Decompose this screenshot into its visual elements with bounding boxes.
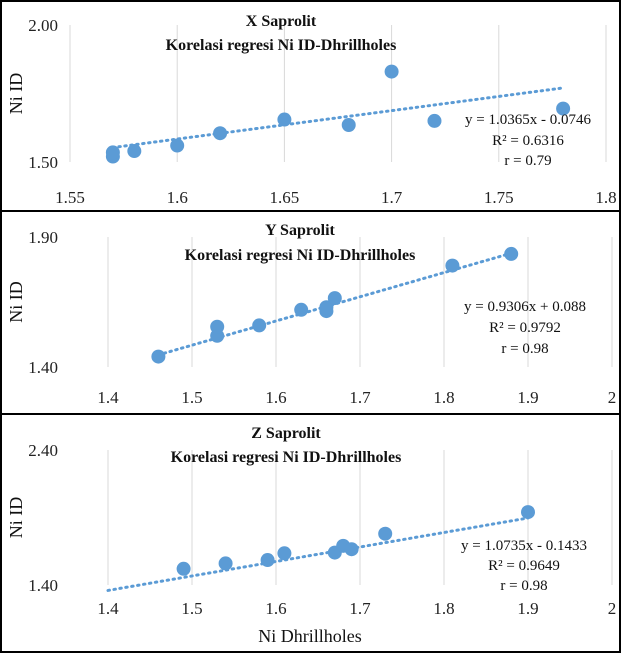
chart-subtitle: Korelasi regresi Ni ID-Dhrillholes (166, 37, 397, 54)
x-tick-label: 1.65 (270, 188, 300, 207)
data-point (277, 112, 292, 127)
chart-panel: 1.4 1.5 1.6 1.7 1.8 1.9 2 1.40 2.40 Ni ID Ni Dhril… (0, 413, 621, 653)
chart-title: Z Saprolit (251, 425, 321, 442)
y-tick-label: 1.40 (28, 358, 58, 377)
chart-panel: 1.55 1.6 1.65 1.7 1.75 1.8 1.50 2.00 Ni ID X Sapr… (0, 0, 621, 212)
data-point (218, 556, 233, 571)
regression-annotation: R² = 0.9649 (488, 558, 560, 574)
chart-subtitle: Korelasi regresi Ni ID-Dhrillholes (185, 247, 416, 264)
x-tick-label: 1.9 (517, 388, 538, 407)
y-tick-label: 1.40 (28, 576, 58, 595)
x-tick-label: 1.7 (381, 188, 403, 207)
regression-annotation: r = 0.98 (501, 341, 548, 357)
chart-subtitle: Korelasi regresi Ni ID-Dhrillholes (171, 449, 402, 466)
y-axis-title: Ni ID (6, 497, 26, 539)
data-point (260, 553, 275, 568)
x-tick-label: 1.8 (595, 188, 616, 207)
y-tick-label: 1.50 (28, 153, 58, 172)
data-point (378, 526, 393, 541)
chart-title: Y Saprolit (265, 222, 335, 239)
x-tick-label: 2 (608, 388, 617, 407)
data-point (277, 546, 292, 561)
y-tick-label: 1.90 (28, 228, 58, 247)
data-point (341, 118, 356, 133)
data-point (427, 113, 442, 128)
regression-annotation: R² = 0.6316 (492, 133, 564, 149)
regression-annotation: y = 1.0735x - 0.1433 (461, 538, 587, 554)
regression-annotation: y = 1.0365x - 0.0746 (465, 112, 591, 128)
data-point (127, 144, 142, 159)
data-point (252, 318, 267, 333)
data-point (170, 138, 185, 153)
data-point (151, 349, 166, 364)
chart-panel: 1.4 1.5 1.6 1.7 1.8 1.9 2 1.40 1.90 Ni ID Y Saprol… (0, 210, 621, 415)
data-point (521, 505, 535, 520)
regression-annotation: R² = 0.9792 (489, 320, 561, 336)
x-tick-label: 1.5 (181, 388, 202, 407)
y-axis-title: Ni ID (6, 281, 26, 323)
data-point (319, 300, 334, 315)
x-tick-label: 1.6 (265, 599, 286, 618)
data-point (210, 319, 225, 334)
x-tick-label: 1.8 (433, 599, 454, 618)
y-axis-title: Ni ID (6, 73, 26, 115)
x-tick-label: 2 (608, 599, 617, 618)
trendline (111, 86, 565, 150)
x-tick-label: 1.55 (55, 188, 85, 207)
x-tick-label: 1.9 (517, 599, 538, 618)
regression-annotation: y = 0.9306x + 0.088 (464, 299, 586, 315)
x-tick-label: 1.5 (181, 599, 202, 618)
y-tick-label: 2.00 (28, 16, 58, 35)
data-point (445, 258, 460, 273)
panel-border (0, 413, 621, 653)
regression-annotation: r = 0.98 (500, 578, 547, 594)
data-point (327, 291, 342, 306)
x-tick-label: 1.6 (167, 188, 188, 207)
data-point (105, 145, 120, 160)
x-tick-label: 1.7 (349, 388, 371, 407)
data-point (344, 542, 359, 557)
data-point (384, 64, 399, 79)
x-tick-label: 1.6 (265, 388, 286, 407)
x-tick-label: 1.75 (484, 188, 514, 207)
x-tick-label: 1.4 (97, 388, 119, 407)
panel-border (0, 0, 621, 212)
regression-annotation: r = 0.79 (504, 153, 551, 169)
x-axis-title: Ni Dhrillholes (258, 626, 362, 646)
data-point (556, 101, 571, 116)
data-point (294, 302, 309, 317)
x-tick-label: 1.4 (97, 599, 119, 618)
chart-title: X Saprolit (246, 13, 317, 30)
data-point (504, 246, 519, 261)
y-tick-label: 2.40 (28, 441, 58, 460)
data-point (176, 561, 191, 576)
x-tick-label: 1.7 (349, 599, 371, 618)
data-point (213, 126, 228, 141)
trendline (106, 516, 530, 592)
x-tick-label: 1.8 (433, 388, 454, 407)
